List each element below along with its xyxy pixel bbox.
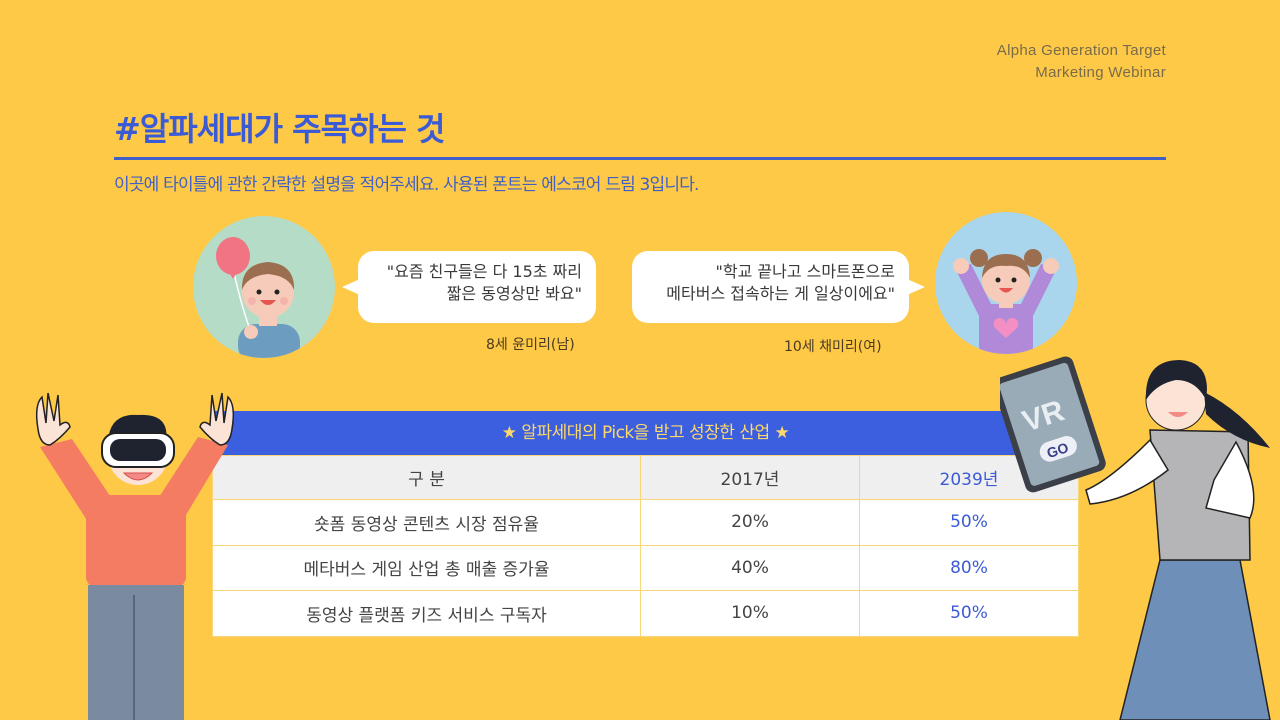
table-row: 메타버스 게임 산업 총 매출 증가율 40% 80% bbox=[212, 544, 1079, 591]
column-header-category: 구 분 bbox=[212, 455, 641, 500]
bubble-tail bbox=[907, 279, 925, 295]
quote-line-2: 짧은 동영상만 봐요" bbox=[446, 284, 582, 303]
page-title: #알파세대가 주목하는 것 bbox=[114, 110, 445, 148]
quote-bubble-boy: "요즘 친구들은 다 15초 짜리 짧은 동영상만 봐요" bbox=[342, 251, 596, 323]
table-header-row: 구 분 2017년 2039년 bbox=[212, 455, 1079, 500]
brand-line-2: Marketing Webinar bbox=[1035, 64, 1166, 81]
quote-line-2: 메타버스 접속하는 게 일상이에요" bbox=[666, 284, 895, 303]
page-subtitle: 이곳에 타이틀에 관한 간략한 설명을 적어주세요. 사용된 폰트는 에스코어 … bbox=[114, 175, 699, 195]
row-label: 숏폼 동영상 콘텐츠 시장 점유율 bbox=[212, 499, 641, 546]
vr-headset-boy-icon bbox=[35, 392, 235, 720]
value-2039: 80% bbox=[859, 544, 1079, 591]
brand-label: Alpha Generation Target Marketing Webina… bbox=[997, 40, 1166, 84]
vr-boy-illustration bbox=[20, 385, 250, 720]
avatar-girl bbox=[935, 212, 1077, 354]
brand-line-1: Alpha Generation Target bbox=[996, 42, 1166, 59]
boy-with-balloon-icon bbox=[216, 237, 300, 358]
table-row: 동영상 플랫폼 키즈 서비스 구독자 10% 50% bbox=[212, 590, 1079, 637]
speaker-label-boy: 8세 윤미리(남) bbox=[486, 337, 575, 353]
table-caption: ★ 알파세대의 Pick을 받고 성장한 산업 ★ bbox=[212, 411, 1079, 455]
woman-holding-tablet-icon: VR GO bbox=[992, 356, 1271, 720]
column-header-2017: 2017년 bbox=[640, 455, 860, 500]
value-2039: 50% bbox=[859, 499, 1079, 546]
value-2039: 50% bbox=[859, 590, 1079, 637]
quote-line-1: "요즘 친구들은 다 15초 짜리 bbox=[386, 262, 582, 281]
value-2017: 10% bbox=[640, 590, 860, 637]
quote-line-1: "학교 끝나고 스마트폰으로 bbox=[715, 262, 895, 281]
woman-with-tablet-illustration: VR GO bbox=[992, 340, 1280, 720]
value-2017: 40% bbox=[640, 544, 860, 591]
industry-growth-table: 구 분 2017년 2039년 숏폼 동영상 콘텐츠 시장 점유율 20% 50… bbox=[212, 455, 1079, 637]
quote-bubble-girl: "학교 끝나고 스마트폰으로 메타버스 접속하는 게 일상이에요" bbox=[632, 251, 925, 323]
speaker-label-girl: 10세 채미리(여) bbox=[784, 339, 882, 355]
avatar-boy bbox=[193, 216, 335, 358]
title-divider bbox=[114, 157, 1166, 160]
industry-table: ★ 알파세대의 Pick을 받고 성장한 산업 ★ 구 분 2017년 2039… bbox=[212, 411, 1079, 637]
value-2017: 20% bbox=[640, 499, 860, 546]
row-label: 메타버스 게임 산업 총 매출 증가율 bbox=[212, 544, 641, 591]
svg-text:GO: GO bbox=[1045, 439, 1071, 461]
table-row: 숏폼 동영상 콘텐츠 시장 점유율 20% 50% bbox=[212, 499, 1079, 546]
row-label: 동영상 플랫폼 키즈 서비스 구독자 bbox=[212, 590, 641, 637]
girl-arms-up-icon bbox=[953, 249, 1059, 354]
bubble-tail bbox=[342, 279, 360, 295]
